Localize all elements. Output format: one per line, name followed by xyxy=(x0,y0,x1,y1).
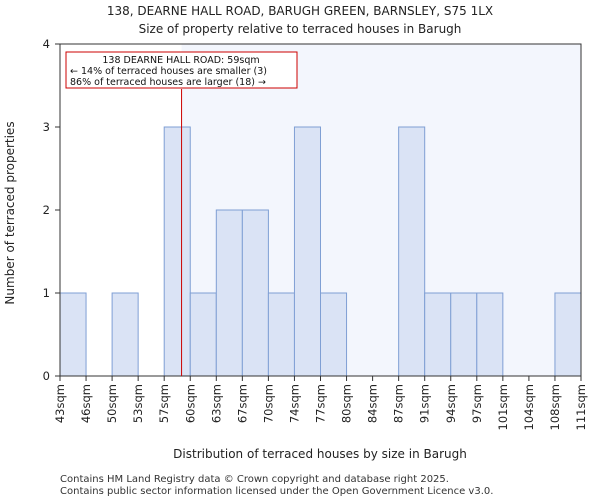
bar-94sqm xyxy=(450,292,478,377)
bar-57sqm xyxy=(163,126,191,377)
x-tick-label-77sqm: 77sqm xyxy=(314,384,328,423)
chart-subtitle: Size of property relative to terraced ho… xyxy=(139,22,462,36)
bar-108sqm xyxy=(554,292,582,377)
x-tick-label-80sqm: 80sqm xyxy=(340,384,354,423)
bar-70sqm xyxy=(267,292,295,377)
footer-line-1: Contains HM Land Registry data © Crown c… xyxy=(60,474,449,485)
x-tick-label-84sqm: 84sqm xyxy=(366,384,380,423)
y-tick-label-4: 4 xyxy=(43,37,50,51)
y-axis-label: Number of terraced properties xyxy=(3,121,17,304)
bar-87sqm xyxy=(398,126,426,377)
y-tick-label-3: 3 xyxy=(43,120,50,134)
x-tick-label-87sqm: 87sqm xyxy=(392,384,406,423)
x-tick-label-104sqm: 104sqm xyxy=(522,384,536,430)
x-axis-label: Distribution of terraced houses by size … xyxy=(173,447,467,461)
y-tick-label-1: 1 xyxy=(43,286,50,300)
annotation-line-1: 138 DEARNE HALL ROAD: 59sqm xyxy=(102,55,259,66)
annotation-line-3: 86% of terraced houses are larger (18) → xyxy=(70,77,266,88)
bar-97sqm xyxy=(476,292,504,377)
x-tick-label-108sqm: 108sqm xyxy=(548,384,562,430)
x-tick-label-53sqm: 53sqm xyxy=(131,384,145,423)
bar-77sqm xyxy=(320,292,348,377)
x-tick-label-57sqm: 57sqm xyxy=(157,384,171,423)
x-tick-label-94sqm: 94sqm xyxy=(444,384,458,423)
x-tick-label-46sqm: 46sqm xyxy=(79,384,93,423)
annotation-line-2: ← 14% of terraced houses are smaller (3) xyxy=(70,66,267,77)
x-tick-label-63sqm: 63sqm xyxy=(209,384,223,423)
x-tick-label-43sqm: 43sqm xyxy=(53,384,67,423)
bar-91sqm xyxy=(424,292,452,377)
bar-63sqm xyxy=(215,209,243,377)
annotation-box: 138 DEARNE HALL ROAD: 59sqm ← 14% of ter… xyxy=(65,51,298,89)
footer-line-2: Contains public sector information licen… xyxy=(60,486,493,497)
chart-title: 138, DEARNE HALL ROAD, BARUGH GREEN, BAR… xyxy=(107,4,493,18)
annotation-box-frame xyxy=(65,51,298,89)
x-tick-label-91sqm: 91sqm xyxy=(418,384,432,423)
y-tick-label-2: 2 xyxy=(43,203,50,217)
x-tick-label-70sqm: 70sqm xyxy=(261,384,275,423)
bar-43sqm xyxy=(59,292,87,377)
x-tick-label-111sqm: 111sqm xyxy=(574,384,588,430)
bar-60sqm xyxy=(189,292,217,377)
x-tick-label-60sqm: 60sqm xyxy=(183,384,197,423)
x-tick-label-50sqm: 50sqm xyxy=(105,384,119,423)
bar-67sqm xyxy=(241,209,269,377)
bar-74sqm xyxy=(293,126,322,377)
x-tick-label-74sqm: 74sqm xyxy=(287,384,301,423)
x-tick-label-101sqm: 101sqm xyxy=(496,384,510,430)
y-tick-label-0: 0 xyxy=(43,369,50,383)
bar-50sqm xyxy=(111,292,139,377)
x-tick-label-67sqm: 67sqm xyxy=(235,384,249,423)
x-tick-label-97sqm: 97sqm xyxy=(470,384,484,423)
